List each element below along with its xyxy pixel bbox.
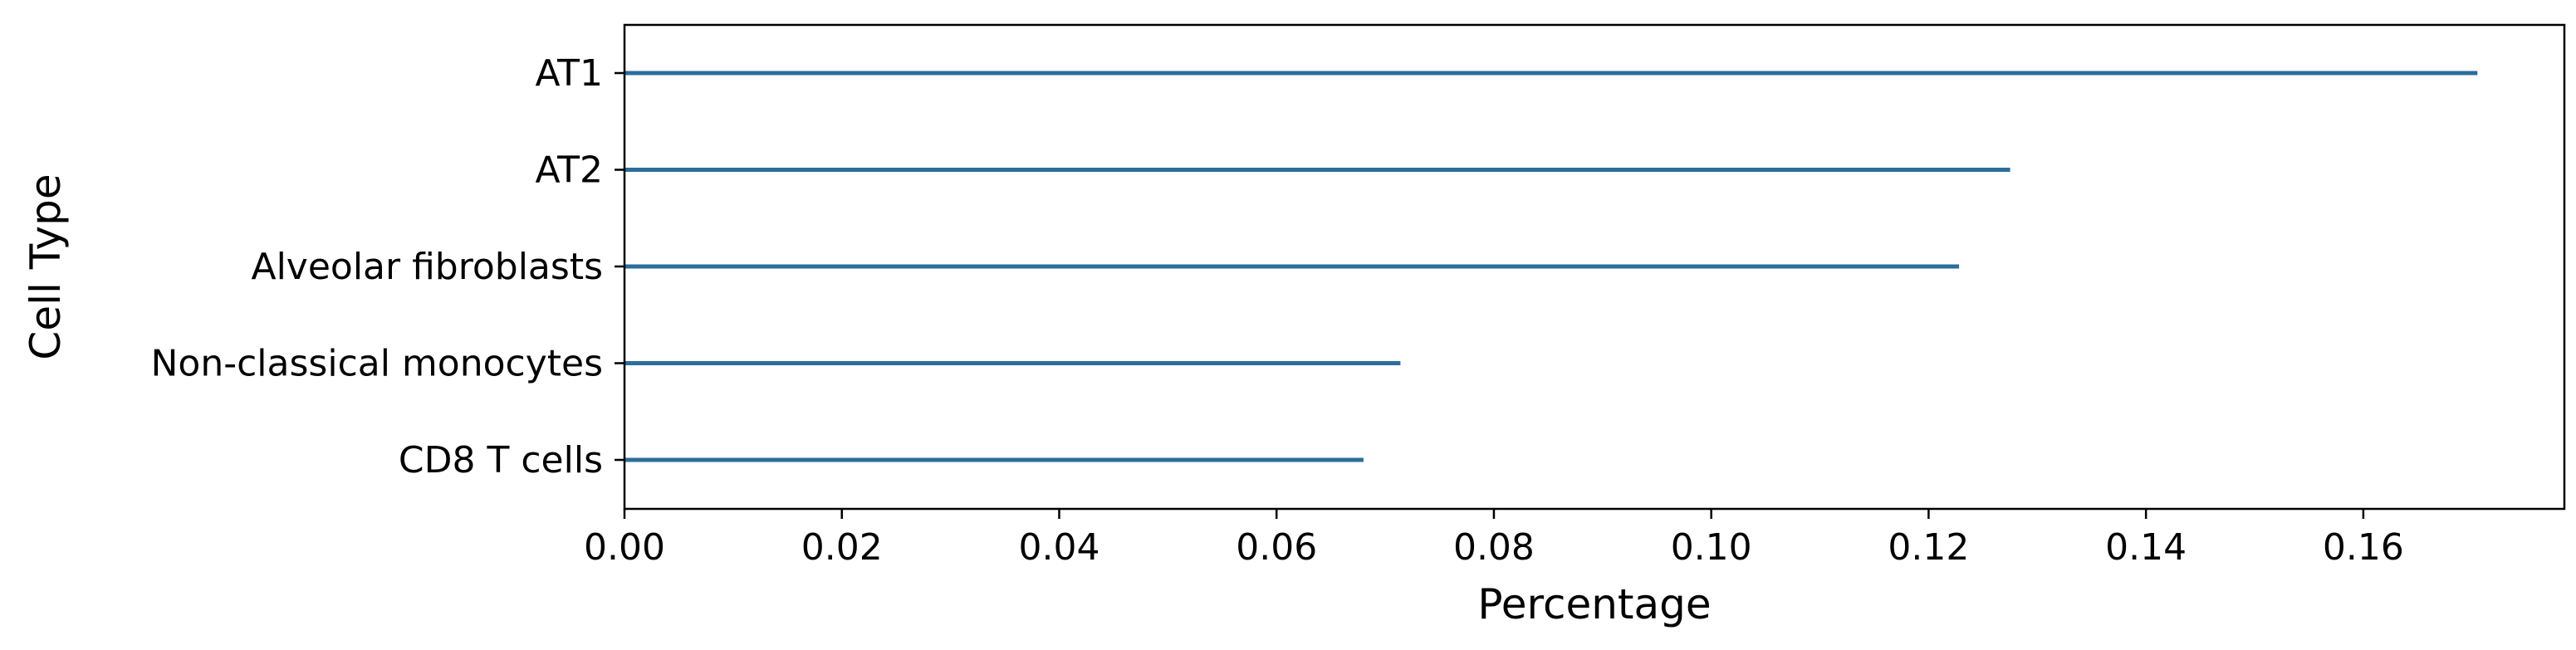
x-tick-label: 0.10 [1671,526,1752,569]
bar [624,457,1364,462]
bar [624,168,2010,172]
x-tick-label: 0.06 [1236,526,1317,569]
bar [624,361,1401,365]
bar [624,71,2478,76]
y-axis-label: Cell Type [22,173,70,359]
plot-frame [623,23,2566,511]
y-tick-label: Non-classical monocytes [151,343,603,385]
x-tick-label: 0.14 [2105,526,2187,569]
x-tick-label: 0.00 [584,526,665,569]
x-tick-label: 0.08 [1453,526,1535,569]
y-tick-label: AT2 [535,149,603,192]
x-ticks-group: 0.00 0.02 0.04 0.06 0.08 0.10 0.12 0.14 0.16 [584,509,2404,569]
x-axis-label: Percentage [1477,580,1711,628]
x-tick-label: 0.04 [1018,526,1099,569]
x-tick-label: 0.12 [1888,526,1969,569]
y-ticks-group: AT1 AT2 Alveolar fibroblasts Non-classical … [151,52,624,481]
y-tick-label: AT1 [535,52,603,95]
x-tick-label: 0.02 [801,526,883,569]
bar [624,264,1960,269]
x-tick-label: 0.16 [2323,526,2404,569]
y-tick-label: Alveolar fibroblasts [251,246,603,288]
y-tick-label: CD8 T cells [399,439,603,481]
bars-group [624,71,2478,462]
